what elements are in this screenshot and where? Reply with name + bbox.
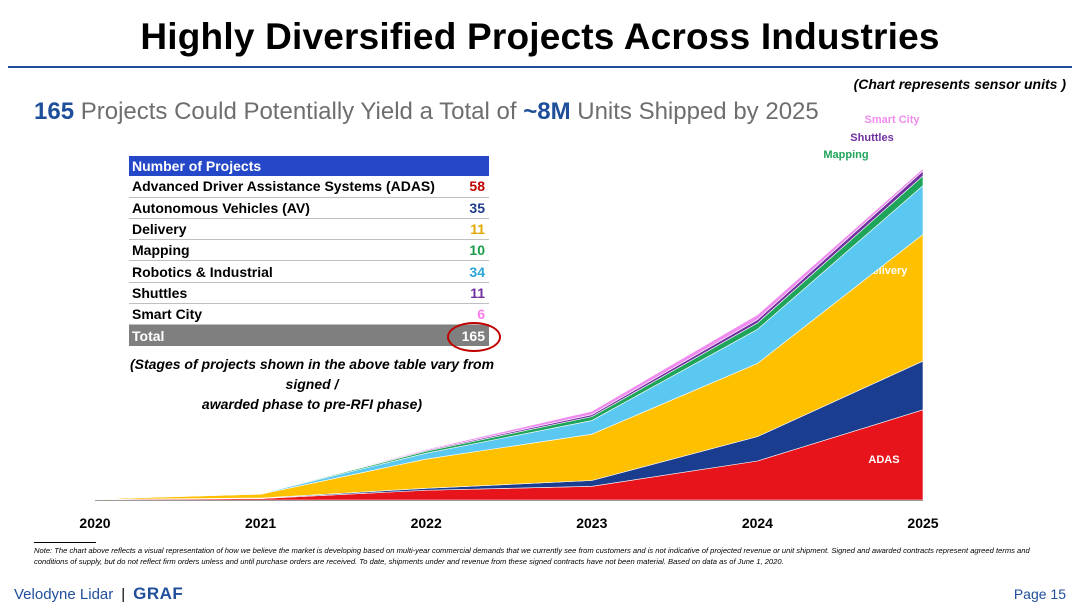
footnote-rule	[34, 542, 96, 543]
row-label: Robotics & Industrial	[129, 260, 442, 283]
table-row: Delivery 11	[129, 218, 489, 241]
footnote: Note: The chart above reflects a visual …	[34, 546, 1030, 566]
row-label: Advanced Driver Assistance Systems (ADAS…	[129, 176, 442, 198]
table-row: Smart City 6	[129, 303, 489, 326]
total-highlight-circle	[447, 322, 501, 352]
row-label: Autonomous Vehicles (AV)	[129, 197, 442, 219]
table-row: Advanced Driver Assistance Systems (ADAS…	[129, 176, 489, 198]
headline: 165 Projects Could Potentially Yield a T…	[34, 98, 819, 126]
row-value: 58	[442, 176, 489, 198]
headline-count: 165	[34, 98, 75, 125]
row-value: 35	[442, 197, 489, 219]
chart-note: (Chart represents sensor units )	[853, 76, 1066, 92]
table-row: Autonomous Vehicles (AV) 35	[129, 197, 489, 219]
stages-note-line-1: (Stages of projects shown in the above t…	[129, 356, 495, 392]
series-label-mapping: Mapping	[823, 149, 868, 161]
headline-text-1: Projects Could Potentially Yield a Total…	[74, 98, 524, 125]
partner-logo-text: GRAF	[133, 584, 184, 603]
row-label: Delivery	[129, 218, 442, 241]
x-tick-label: 2024	[742, 515, 773, 531]
table-row: Mapping 10	[129, 239, 489, 262]
title-divider	[8, 66, 1072, 68]
series-label-adas: ADAS	[868, 454, 899, 466]
table-total-row: Total 165	[129, 324, 489, 346]
row-label: Smart City	[129, 303, 442, 326]
table-header: Number of Projects	[129, 156, 489, 177]
table-row: Shuttles 11	[129, 282, 489, 305]
row-value: 11	[442, 218, 489, 241]
series-label-shuttles: Shuttles	[850, 132, 893, 144]
headline-units: ~8M	[523, 98, 571, 125]
table-header-row: Number of Projects	[129, 156, 489, 177]
table-row: Robotics & Industrial 34	[129, 260, 489, 283]
series-label-smart-city: Smart City	[864, 114, 920, 126]
row-value: 10	[442, 239, 489, 262]
company-logo-text: Velodyne Lidar	[14, 586, 114, 603]
row-value: 34	[442, 260, 489, 283]
brand-footer: Velodyne Lidar | GRAF	[14, 584, 183, 604]
x-tick-label: 2020	[79, 515, 110, 531]
x-tick-label: 2023	[576, 515, 607, 531]
row-label: Shuttles	[129, 282, 442, 305]
projects-table: Number of Projects Advanced Driver Assis…	[129, 156, 489, 346]
row-value: 11	[442, 282, 489, 305]
stages-note-line-2: awarded phase to pre-RFI phase)	[201, 396, 423, 412]
area-smart-city	[94, 167, 924, 500]
row-value: 6	[442, 303, 489, 326]
headline-text-2: Units Shipped by 2025	[570, 98, 819, 125]
page-title: Highly Diversified Projects Across Indus…	[140, 16, 940, 57]
page-number: Page 15	[1013, 586, 1066, 602]
x-tick-label: 2025	[907, 515, 938, 531]
stages-note: (Stages of projects shown in the above t…	[112, 354, 512, 414]
brand-separator: |	[121, 586, 126, 603]
x-tick-label: 2021	[245, 515, 276, 531]
row-label: Mapping	[129, 239, 442, 262]
x-tick-label: 2022	[411, 515, 442, 531]
total-label: Total	[129, 324, 442, 346]
